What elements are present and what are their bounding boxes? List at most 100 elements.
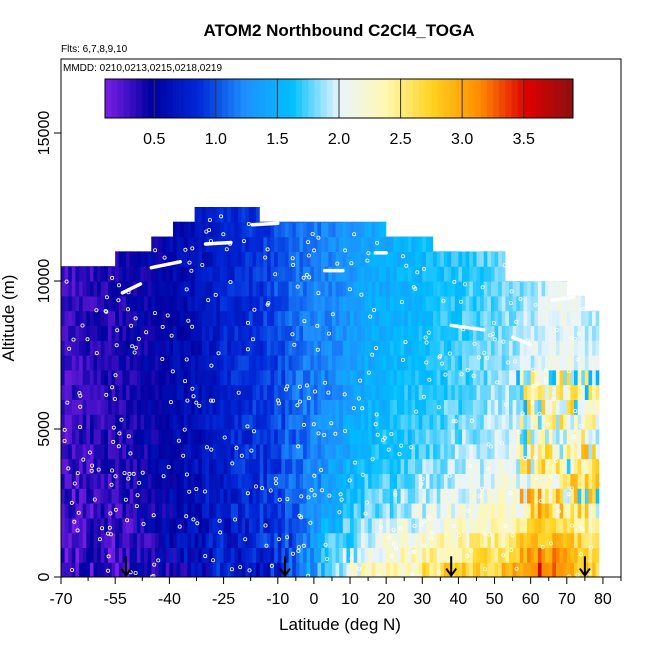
heat-cell bbox=[144, 473, 149, 489]
heat-cell bbox=[328, 310, 333, 326]
heat-cell bbox=[458, 251, 463, 267]
heat-cell bbox=[191, 399, 196, 415]
heat-cell bbox=[527, 236, 532, 252]
heat-cell bbox=[480, 295, 485, 312]
heat-cell bbox=[324, 473, 329, 489]
heat-cell bbox=[548, 236, 553, 252]
heat-cell bbox=[86, 458, 91, 474]
heat-cell bbox=[498, 251, 503, 267]
heat-cell bbox=[169, 369, 174, 386]
heat-cell bbox=[447, 207, 452, 223]
heat-cell bbox=[559, 458, 564, 474]
sample-point bbox=[358, 378, 363, 383]
heat-cell bbox=[530, 399, 535, 415]
heat-cell bbox=[328, 399, 333, 415]
colorbar-segment bbox=[277, 79, 285, 118]
heat-cell bbox=[245, 236, 250, 252]
heat-cell bbox=[563, 221, 568, 238]
heat-cell bbox=[256, 266, 261, 282]
heat-cell bbox=[180, 355, 185, 371]
heat-cell bbox=[198, 429, 203, 445]
heat-cell bbox=[310, 207, 315, 208]
heat-cell bbox=[509, 310, 514, 326]
heat-cell bbox=[140, 399, 145, 415]
heat-cell bbox=[144, 251, 149, 267]
heat-cell bbox=[71, 325, 77, 341]
heat-cell bbox=[465, 429, 470, 445]
heat-cell bbox=[122, 295, 127, 312]
x-tick-label: 50 bbox=[486, 591, 504, 608]
heat-cell bbox=[176, 340, 181, 356]
sample-point bbox=[581, 307, 586, 312]
heat-cell bbox=[487, 443, 492, 460]
heat-cell bbox=[324, 532, 329, 548]
heat-cell bbox=[454, 399, 460, 415]
heat-cell bbox=[523, 369, 528, 386]
heat-cell bbox=[61, 532, 66, 548]
heat-cell bbox=[187, 236, 192, 252]
heat-cell bbox=[274, 532, 279, 548]
heat-cell bbox=[577, 251, 582, 267]
heat-cell bbox=[512, 325, 517, 341]
heat-cell bbox=[397, 236, 402, 252]
heat-cell bbox=[483, 547, 488, 563]
heat-cell bbox=[422, 207, 427, 208]
heat-cell bbox=[400, 266, 405, 282]
heat-cell bbox=[256, 414, 261, 430]
heat-cell bbox=[321, 325, 326, 341]
heat-cell bbox=[335, 443, 340, 460]
heat-cell bbox=[154, 414, 160, 430]
heat-cell bbox=[122, 221, 127, 238]
heat-cell bbox=[462, 473, 467, 489]
heat-cell bbox=[126, 266, 131, 282]
heat-cell bbox=[241, 473, 246, 489]
sample-point bbox=[273, 476, 278, 481]
heat-cell bbox=[194, 458, 199, 474]
heat-cell bbox=[140, 236, 145, 252]
heat-cell bbox=[147, 488, 152, 504]
heat-cell bbox=[429, 236, 434, 252]
heat-cell bbox=[552, 251, 557, 267]
heat-cell bbox=[588, 221, 593, 238]
heat-cell bbox=[317, 207, 322, 223]
heat-cell bbox=[118, 443, 124, 460]
heat-cell bbox=[407, 236, 413, 252]
heat-cell bbox=[447, 443, 452, 460]
heat-cell bbox=[328, 221, 333, 238]
heat-cell bbox=[89, 295, 95, 312]
heat-cell bbox=[559, 266, 564, 282]
heat-cell bbox=[566, 236, 572, 252]
heat-cell bbox=[393, 562, 398, 577]
heat-cell bbox=[472, 399, 478, 415]
heat-cell bbox=[317, 266, 322, 282]
heat-cell bbox=[599, 251, 603, 266]
heat-cell bbox=[274, 399, 279, 415]
sample-point bbox=[200, 262, 205, 267]
heat-cell bbox=[118, 295, 124, 312]
heat-cell bbox=[126, 221, 131, 238]
sample-point bbox=[116, 298, 121, 303]
heat-cell bbox=[509, 236, 514, 252]
heat-cell bbox=[263, 369, 268, 386]
heat-cell bbox=[433, 547, 438, 563]
heat-cell bbox=[194, 503, 199, 519]
heat-cell bbox=[375, 281, 380, 297]
heat-cell bbox=[429, 517, 434, 534]
heat-cell bbox=[509, 281, 514, 297]
heat-cell bbox=[519, 325, 525, 341]
heat-cell bbox=[563, 429, 568, 445]
heat-cell bbox=[566, 429, 572, 445]
sample-point bbox=[299, 494, 304, 499]
heat-cell bbox=[285, 295, 290, 312]
heat-cell bbox=[519, 443, 525, 460]
heat-cell bbox=[277, 443, 282, 460]
heat-cell bbox=[223, 281, 228, 297]
heat-cell bbox=[545, 414, 550, 430]
heat-cell bbox=[346, 503, 351, 519]
sample-point bbox=[94, 308, 99, 313]
heat-cell bbox=[415, 562, 420, 577]
heat-cell bbox=[393, 221, 398, 238]
heat-cell bbox=[512, 207, 517, 223]
heat-cell bbox=[346, 236, 351, 252]
heat-cell bbox=[368, 221, 373, 238]
